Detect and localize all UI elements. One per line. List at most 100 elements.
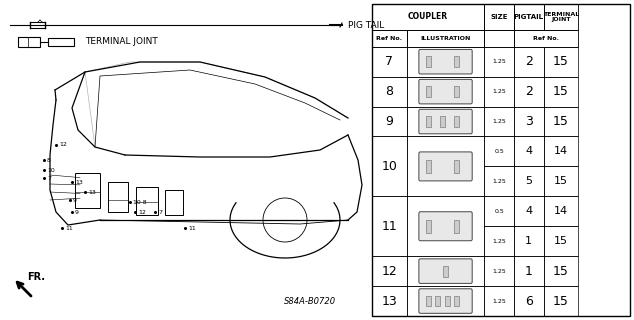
Bar (543, 286, 578, 316)
Text: 1.25: 1.25 (492, 268, 506, 274)
Bar (454, 160, 459, 173)
Text: 6: 6 (525, 294, 533, 308)
Bar (440, 116, 445, 127)
Bar (443, 266, 448, 276)
Text: 12: 12 (382, 265, 398, 278)
Bar (484, 47, 514, 77)
Bar (426, 86, 431, 97)
Bar (75, 173, 100, 208)
Bar (514, 77, 543, 107)
Bar (543, 77, 578, 107)
Text: Ref No.: Ref No. (533, 36, 559, 41)
Text: 10: 10 (382, 160, 398, 173)
Bar (407, 137, 484, 196)
Text: 7: 7 (158, 210, 162, 214)
FancyBboxPatch shape (419, 79, 472, 104)
Bar (426, 56, 431, 67)
Text: 1: 1 (525, 265, 533, 278)
Bar (543, 47, 578, 77)
Text: TERMINAL JOINT: TERMINAL JOINT (85, 37, 158, 46)
Text: 1.25: 1.25 (492, 179, 506, 184)
FancyBboxPatch shape (419, 109, 472, 134)
Bar (444, 296, 450, 307)
Bar (372, 29, 407, 47)
Bar (484, 256, 514, 286)
Text: 13: 13 (382, 294, 398, 308)
Bar (543, 256, 578, 286)
Text: 15: 15 (554, 236, 568, 246)
Bar (407, 29, 484, 47)
Text: 4: 4 (525, 147, 533, 156)
Text: 7: 7 (385, 55, 394, 68)
Bar (543, 226, 578, 256)
Text: 9: 9 (75, 210, 79, 214)
Text: 8: 8 (385, 85, 394, 98)
Text: 9: 9 (385, 115, 393, 128)
Bar (484, 137, 514, 166)
Text: ILLUSTRATION: ILLUSTRATION (420, 36, 470, 41)
Text: 2: 2 (525, 85, 533, 98)
Bar (484, 226, 514, 256)
Bar (407, 107, 484, 137)
Bar (372, 137, 407, 196)
Bar (426, 116, 431, 127)
FancyBboxPatch shape (419, 212, 472, 241)
Bar (543, 166, 578, 196)
Text: 11: 11 (188, 226, 196, 230)
Text: 15: 15 (553, 115, 569, 128)
Bar (543, 107, 578, 137)
Bar (407, 256, 484, 286)
Bar (454, 86, 459, 97)
FancyBboxPatch shape (419, 152, 472, 181)
Bar (454, 220, 459, 233)
Bar (136, 187, 158, 215)
Bar (372, 107, 407, 137)
Bar (514, 196, 543, 226)
Bar (407, 47, 484, 77)
Bar (514, 166, 543, 196)
Bar (48, 38, 74, 46)
Bar (543, 137, 578, 166)
Bar (454, 296, 459, 307)
Bar (372, 47, 407, 77)
Bar (426, 296, 431, 307)
Text: 1.25: 1.25 (492, 299, 506, 304)
Bar (484, 29, 514, 47)
Bar (514, 137, 543, 166)
Text: 13: 13 (88, 189, 96, 195)
Bar (514, 226, 543, 256)
Text: 14: 14 (554, 147, 568, 156)
Bar (543, 196, 578, 226)
Bar (18, 37, 40, 47)
Bar (372, 4, 484, 29)
Bar (514, 286, 543, 316)
Text: 1.25: 1.25 (492, 239, 506, 244)
Bar (484, 166, 514, 196)
Bar (514, 4, 543, 29)
Bar (407, 77, 484, 107)
Bar (426, 220, 431, 233)
Text: 5: 5 (525, 176, 532, 186)
Text: 10 8: 10 8 (133, 199, 146, 204)
Text: 11: 11 (382, 220, 398, 233)
Bar (484, 77, 514, 107)
Bar (543, 4, 578, 29)
Bar (372, 286, 407, 316)
Bar (484, 196, 514, 226)
Text: TERMINAL
JOINT: TERMINAL JOINT (543, 12, 579, 22)
Text: 1.25: 1.25 (492, 59, 506, 64)
Text: 1.25: 1.25 (492, 119, 506, 124)
Bar (372, 4, 630, 316)
Text: 2: 2 (525, 55, 533, 68)
Bar (108, 182, 128, 212)
Text: 12: 12 (59, 142, 67, 148)
Text: PIG TAIL: PIG TAIL (348, 20, 384, 29)
Bar (436, 296, 441, 307)
Text: 3: 3 (525, 115, 533, 128)
Text: 0.5: 0.5 (494, 149, 504, 154)
Bar (514, 47, 543, 77)
Text: 15: 15 (553, 265, 569, 278)
Bar (484, 107, 514, 137)
Text: 13: 13 (75, 180, 83, 185)
Text: 15: 15 (554, 176, 568, 186)
